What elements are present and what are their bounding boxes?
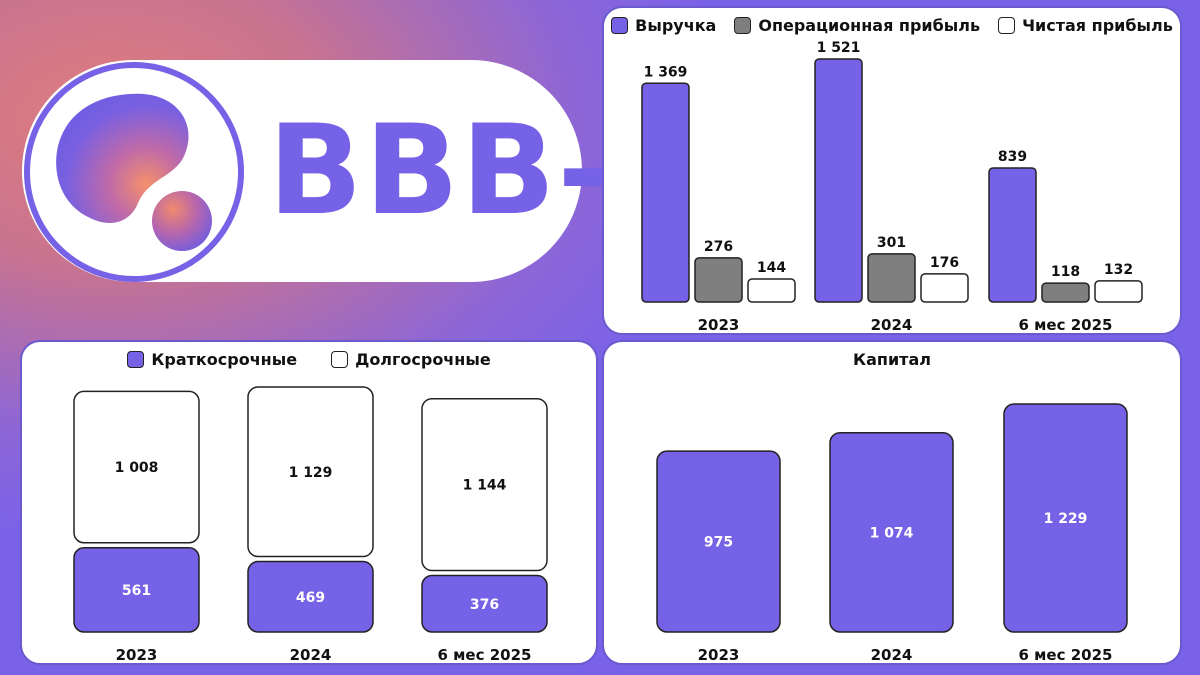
x-tick-label-2024: 2024: [871, 646, 913, 663]
capital-chart-card: Капитал 975 2023 1 074 2024 1 229 6 мес 2025: [602, 340, 1182, 665]
bar-revenue-6-мес-2025: [988, 167, 1037, 303]
data-label-bar-capital-2024: 1 074: [870, 525, 914, 541]
legend-item-net-profit: Чистая прибыль: [998, 16, 1173, 35]
legend-label-revenue: Выручка: [635, 16, 717, 35]
bar-long-term-2023: [73, 390, 200, 544]
legend-swatch-revenue: [611, 17, 629, 34]
data-label-bar-net-profit-2024: 176: [930, 255, 959, 271]
legend-swatch-short-term: [127, 351, 145, 368]
x-tick-label-6-мес-2025: 6 мес 2025: [1019, 646, 1113, 663]
bar-net-profit-6-мес-2025: [1094, 280, 1143, 303]
legend-label-long-term: Долгосрочные: [355, 350, 491, 369]
data-label-bar-long-term-2023: 1 008: [115, 460, 159, 476]
legend-item-revenue: Выручка: [611, 16, 716, 35]
data-label-bar-revenue-6-мес-2025: 839: [998, 149, 1027, 165]
x-tick-label-2023: 2023: [116, 646, 158, 663]
revenue-chart-card: Выручка Операционная прибыль Чистая приб…: [602, 6, 1182, 335]
revenue-chart-legend: Выручка Операционная прибыль Чистая приб…: [604, 16, 1180, 35]
liabilities-chart-card: Краткосрочные Долгосрочные 561 1 008 2023 4…: [20, 340, 598, 665]
data-label-bar-short-term-2023: 561: [122, 583, 151, 599]
data-label-bar-operating-profit-2024: 301: [877, 235, 906, 251]
legend-item-long-term: Долгосрочные: [331, 350, 491, 369]
liabilities-chart-legend: Краткосрочные Долгосрочные: [22, 350, 596, 369]
data-label-bar-capital-2023: 975: [704, 535, 733, 551]
x-tick-label-2023: 2023: [698, 646, 740, 663]
liabilities-chart-plot: 561 1 008 2023 469 1 129 2024 376 1 144 6 мес 20…: [73, 386, 548, 663]
x-tick-label-2024: 2024: [871, 316, 913, 333]
bar-net-profit-2024: [920, 273, 969, 303]
revenue-chart-plot: 1 369 276 144 2023 1 521 301 176 2024 839 118 132 6…: [641, 40, 1143, 333]
data-label-bar-revenue-2023: 1 369: [644, 64, 688, 80]
legend-item-short-term: Краткосрочные: [127, 350, 297, 369]
x-tick-label-6-мес-2025: 6 мес 2025: [438, 646, 532, 663]
data-label-bar-revenue-2024: 1 521: [817, 40, 861, 56]
data-label-bar-long-term-6-мес-2025: 1 144: [463, 478, 507, 494]
bar-long-term-6-мес-2025: [421, 397, 548, 572]
legend-swatch-long-term: [331, 351, 349, 368]
data-label-bar-operating-profit-2023: 276: [704, 239, 733, 255]
capital-chart-title: Капитал: [853, 350, 931, 369]
capital-chart-plot: 975 2023 1 074 2024 1 229 6 мес 2025: [656, 403, 1128, 663]
legend-label-operating-profit: Операционная прибыль: [758, 16, 981, 35]
x-tick-label-6-мес-2025: 6 мес 2025: [1019, 316, 1113, 333]
bar-short-term-2023: [73, 546, 200, 633]
bar-capital-2023: [656, 450, 781, 633]
data-label-bar-long-term-2024: 1 129: [289, 465, 333, 481]
rating-text: BBB-: [268, 99, 612, 243]
data-label-bar-short-term-6-мес-2025: 376: [470, 597, 499, 613]
bar-operating-profit-2023: [694, 257, 743, 303]
bar-short-term-6-мес-2025: [421, 574, 548, 633]
legend-label-net-profit: Чистая прибыль: [1022, 16, 1173, 35]
bar-capital-2024: [829, 432, 954, 633]
legend-swatch-operating-profit: [734, 17, 752, 34]
data-label-bar-short-term-2024: 469: [296, 590, 325, 606]
x-tick-label-2024: 2024: [290, 646, 332, 663]
bar-revenue-2023: [641, 82, 690, 303]
data-label-bar-capital-6-мес-2025: 1 229: [1044, 511, 1088, 527]
data-label-bar-net-profit-2023: 144: [757, 260, 786, 276]
bar-operating-profit-2024: [867, 253, 916, 303]
bar-capital-6-мес-2025: [1003, 403, 1128, 633]
bar-net-profit-2023: [747, 278, 796, 303]
bar-long-term-2024: [247, 386, 374, 558]
logo-icon: [56, 93, 212, 251]
x-tick-label-2023: 2023: [698, 316, 740, 333]
legend-swatch-net-profit: [998, 17, 1016, 34]
bar-operating-profit-6-мес-2025: [1041, 282, 1090, 303]
legend-label-short-term: Краткосрочные: [151, 350, 298, 369]
bar-short-term-2024: [247, 560, 374, 633]
bar-revenue-2024: [814, 58, 863, 303]
data-label-bar-net-profit-6-мес-2025: 132: [1104, 262, 1133, 278]
data-label-bar-operating-profit-6-мес-2025: 118: [1051, 264, 1080, 280]
company-logo: [24, 62, 244, 282]
legend-item-operating-profit: Операционная прибыль: [734, 16, 980, 35]
